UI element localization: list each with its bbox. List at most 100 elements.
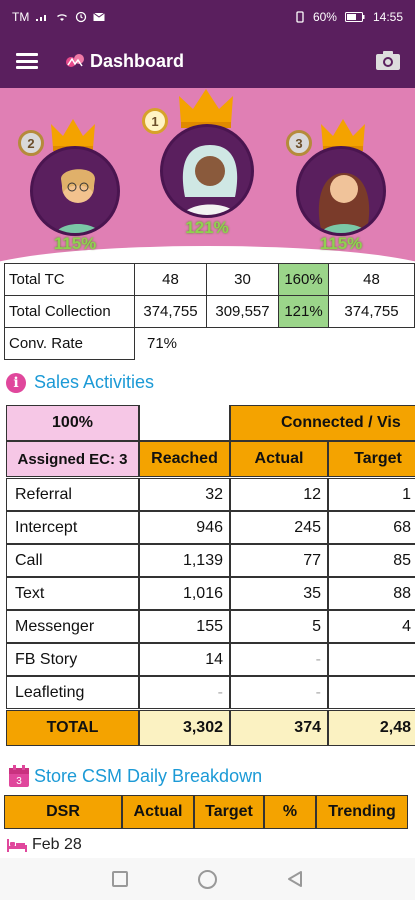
crown-icon <box>179 89 233 128</box>
medal-icon: 3 <box>286 130 312 156</box>
wifi-icon <box>57 14 68 21</box>
table-cell: 309,557 <box>206 295 279 328</box>
carrier-label: TM <box>12 10 30 24</box>
page-title: Dashboard <box>90 50 185 71</box>
total-cell: 374 <box>230 710 328 746</box>
table-cell: 85 <box>328 544 415 577</box>
total-cell: 3,302 <box>139 710 230 746</box>
hero-curve <box>0 246 415 264</box>
leader-2[interactable]: 2 115% <box>14 118 124 258</box>
percent-cell: 100% <box>6 405 139 441</box>
row-label: Call <box>6 544 139 577</box>
blank-cell <box>139 405 230 441</box>
table-cell: 160% <box>278 263 329 296</box>
table-cell: 71% <box>134 327 415 360</box>
row-label: Text <box>6 577 139 610</box>
column-header: DSR <box>4 795 122 829</box>
camera-icon[interactable] <box>375 49 401 71</box>
table-cell <box>328 676 415 709</box>
rank-number: 2 <box>27 135 35 151</box>
column-header: % <box>264 795 316 829</box>
section-title: Store CSM Daily Breakdown <box>34 765 263 786</box>
row-label: Messenger <box>6 610 139 643</box>
leader-3[interactable]: 3 115% <box>284 118 394 258</box>
avatar <box>160 124 254 218</box>
table-cell: 1,016 <box>139 577 230 610</box>
row-label: FB Story <box>6 643 139 676</box>
total-cell: 2,48 <box>328 710 415 746</box>
avatar <box>296 146 386 236</box>
table-cell: 30 <box>206 263 279 296</box>
table-cell: - <box>139 676 230 709</box>
table-cell: 14 <box>139 643 230 676</box>
system-nav-bar <box>0 858 415 900</box>
info-icon: i <box>6 372 26 393</box>
row-label: Leafleting <box>6 676 139 709</box>
row-label: Conv. Rate <box>4 327 135 360</box>
mail-icon <box>93 12 106 21</box>
avatar <box>30 146 120 236</box>
date-label: Feb 28 <box>32 836 82 853</box>
table-cell: 77 <box>230 544 328 577</box>
table-cell: 32 <box>139 478 230 511</box>
home-button[interactable] <box>198 869 217 889</box>
calendar-number: 3 <box>16 776 22 787</box>
row-label: Total Collection <box>4 295 135 328</box>
store-breakdown-table: DSR Actual Target % Trending <box>4 795 415 829</box>
row-label: Intercept <box>6 511 139 544</box>
calendar-icon: 3 <box>9 765 29 787</box>
table-cell: 1,139 <box>139 544 230 577</box>
battery-icon <box>344 12 365 22</box>
recents-button[interactable] <box>112 871 128 887</box>
back-icon[interactable] <box>287 870 303 888</box>
table-cell: 68 <box>328 511 415 544</box>
table-cell: 35 <box>230 577 328 610</box>
sales-activities-heading[interactable]: i Sales Activities <box>6 372 154 393</box>
table-cell: 1 <box>328 478 415 511</box>
app-bar: Dashboard <box>0 34 415 88</box>
table-cell: 88 <box>328 577 415 610</box>
totals-table: Total TC 48 30 160% 48 Total Collection … <box>4 263 415 360</box>
group-header: Connected / Vis <box>230 405 415 441</box>
status-bar: TM 60% 14:55 <box>0 0 415 34</box>
table-cell: 946 <box>139 511 230 544</box>
date-row[interactable]: Feb 28 <box>6 836 82 854</box>
table-cell: 48 <box>134 263 207 296</box>
table-cell: 245 <box>230 511 328 544</box>
menu-icon[interactable] <box>16 53 38 69</box>
bed-icon <box>7 839 27 852</box>
vibrate-icon <box>296 11 304 23</box>
column-header: Actual <box>230 441 328 477</box>
table-cell: - <box>230 676 328 709</box>
column-header: Trending <box>316 795 408 829</box>
table-cell: 155 <box>139 610 230 643</box>
rank-number: 1 <box>151 113 159 129</box>
table-row: Conv. Rate 71% <box>4 327 415 360</box>
column-header: Reached <box>139 441 230 477</box>
clock: 14:55 <box>372 10 403 24</box>
leader-percent: 121% <box>185 218 229 237</box>
brand: Dashboard <box>64 51 184 72</box>
table-cell: 5 <box>230 610 328 643</box>
row-label: Referral <box>6 478 139 511</box>
table-cell: 48 <box>328 263 415 296</box>
column-header: Target <box>194 795 264 829</box>
leader-1[interactable]: 1 121% <box>138 88 262 248</box>
sales-activities-table: 100% Connected / Vis Assigned EC: 3 Reac… <box>6 405 415 748</box>
table-cell: 374,755 <box>134 295 207 328</box>
total-label: TOTAL <box>6 710 139 746</box>
table-row: Total TC 48 30 160% 48 <box>4 263 415 296</box>
row-label: Total TC <box>4 263 135 296</box>
leader-percent: 115% <box>53 234 97 253</box>
column-header: Target <box>328 441 415 477</box>
column-header: Actual <box>122 795 194 829</box>
signal-icon <box>36 15 47 21</box>
table-cell: 4 <box>328 610 415 643</box>
medal-icon: 1 <box>142 108 168 134</box>
leaderboard-hero: 2 115% 1 121% 3 115% <box>0 88 415 264</box>
battery-percent: 60% <box>312 10 337 24</box>
table-cell: 12 <box>230 478 328 511</box>
alarm-icon <box>76 11 87 23</box>
table-cell: 121% <box>278 295 329 328</box>
store-breakdown-heading[interactable]: 3 Store CSM Daily Breakdown <box>8 764 262 788</box>
